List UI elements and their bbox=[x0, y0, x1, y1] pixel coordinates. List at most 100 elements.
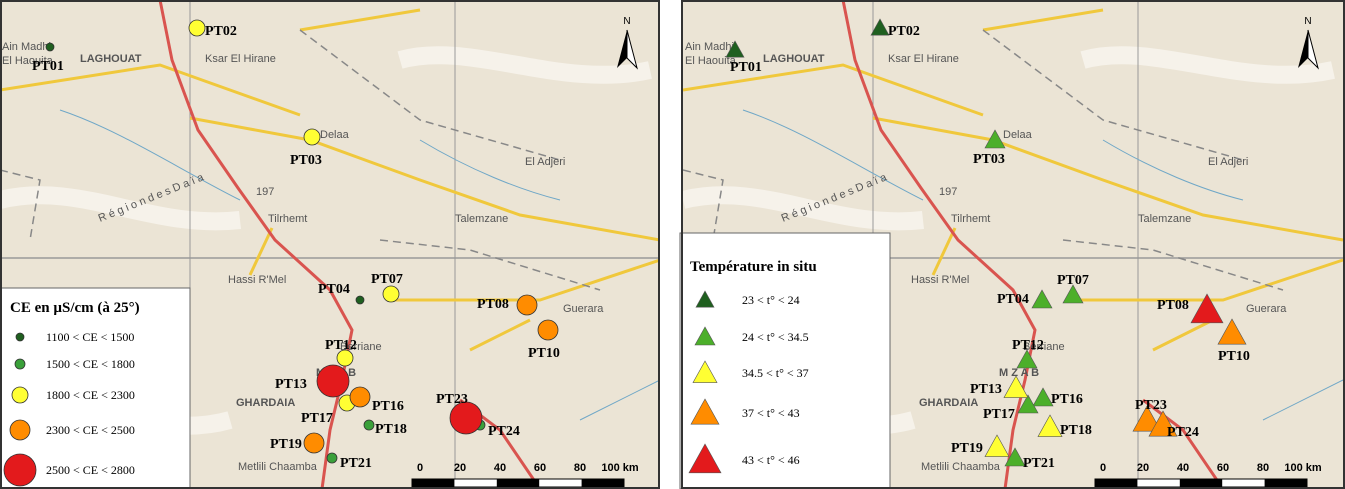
north-label: N bbox=[623, 16, 630, 27]
place-label: M Z A B bbox=[999, 367, 1039, 379]
scale-bar bbox=[1264, 479, 1307, 487]
sample-point bbox=[1031, 289, 1053, 309]
sample-point bbox=[188, 19, 206, 37]
point-label: PT16 bbox=[372, 399, 404, 414]
point-label: PT21 bbox=[1023, 456, 1055, 471]
legend-symbol bbox=[692, 360, 718, 383]
place-label: Ksar El Hirane bbox=[888, 53, 959, 65]
north-arrow bbox=[626, 29, 638, 70]
sample-point bbox=[1032, 387, 1054, 407]
place-label: Metlili Chaamba bbox=[921, 461, 1001, 473]
sample-point bbox=[1132, 405, 1162, 432]
sample-point bbox=[382, 285, 400, 303]
place-label: El Adjeri bbox=[525, 156, 565, 168]
legend-symbol bbox=[11, 386, 29, 404]
legend-symbol bbox=[15, 332, 25, 342]
point-label: PT01 bbox=[730, 60, 762, 75]
panel-frame bbox=[681, 0, 1345, 489]
place-label: Talemzane bbox=[455, 213, 508, 225]
point-label: PT03 bbox=[973, 152, 1005, 167]
scale-label: 0 bbox=[417, 462, 423, 474]
point-label: PT18 bbox=[375, 422, 407, 437]
legend-label: 37 < t° < 43 bbox=[742, 406, 800, 420]
point-label: PT10 bbox=[528, 346, 560, 361]
place-label: 197 bbox=[939, 186, 957, 198]
scale-bar bbox=[581, 479, 624, 487]
place-label: El Haouita bbox=[685, 55, 737, 67]
north-arrow bbox=[1307, 29, 1319, 70]
place-label: Delaa bbox=[1003, 129, 1033, 141]
legend-label: 1500 < CE < 1800 bbox=[46, 357, 135, 371]
place-label: Berriane bbox=[1023, 341, 1065, 353]
point-label: PT17 bbox=[983, 407, 1015, 422]
legend-label: 2300 < CE < 2500 bbox=[46, 423, 135, 437]
place-label: GHARDAIA bbox=[236, 397, 295, 409]
place-label: Metlili Chaamba bbox=[238, 461, 318, 473]
sample-point bbox=[303, 128, 321, 146]
legend-symbol bbox=[9, 419, 31, 441]
map-panel: LAGHOUAT Ksar El Hirane Ain Madhi El Haouit… bbox=[0, 0, 680, 489]
sample-point bbox=[1217, 318, 1247, 345]
sample-point bbox=[1190, 293, 1224, 324]
place-label: Guerara bbox=[563, 303, 604, 315]
place-label: Tilrhemt bbox=[268, 213, 307, 225]
legend-symbol bbox=[3, 453, 37, 487]
place-label: Delaa bbox=[320, 129, 350, 141]
sample-point bbox=[1004, 447, 1026, 467]
legend-label: 1100 < CE < 1500 bbox=[46, 330, 134, 344]
point-label: PT02 bbox=[888, 24, 920, 39]
place-label: LAGHOUAT bbox=[80, 53, 142, 65]
place-label: GHARDAIA bbox=[919, 397, 978, 409]
scale-label: 0 bbox=[1100, 462, 1106, 474]
point-label: PT12 bbox=[325, 338, 357, 353]
scale-label: 80 bbox=[574, 462, 586, 474]
sample-point bbox=[303, 432, 325, 454]
legend-title: CE en µS/cm (à 25°) bbox=[10, 300, 140, 316]
point-label: PT18 bbox=[1060, 423, 1092, 438]
sample-point bbox=[336, 349, 354, 367]
place-label: El Haouita bbox=[2, 55, 54, 67]
scale-label: 80 bbox=[1257, 462, 1269, 474]
place-label: 197 bbox=[256, 186, 274, 198]
legend-label: 43 < t° < 46 bbox=[742, 453, 800, 467]
legend-label: 23 < t° < 24 bbox=[742, 293, 800, 307]
point-label: PT23 bbox=[1135, 398, 1167, 413]
place-label: Ain Madhi bbox=[2, 41, 51, 53]
sample-point bbox=[363, 419, 375, 431]
sample-point bbox=[355, 295, 365, 305]
point-label: PT03 bbox=[290, 153, 322, 168]
legend-title: Température in situ bbox=[690, 259, 817, 275]
point-label: PT19 bbox=[270, 437, 302, 452]
place-label: Ain Madhi bbox=[685, 41, 734, 53]
sample-point bbox=[516, 294, 538, 316]
place-label: Tilrhemt bbox=[951, 213, 990, 225]
scale-label: 40 bbox=[494, 462, 506, 474]
sample-point bbox=[316, 364, 350, 398]
legend-box bbox=[679, 232, 891, 489]
place-label: Hassi R'Mel bbox=[911, 274, 969, 286]
scale-label: 20 bbox=[1137, 462, 1149, 474]
scale-label: 40 bbox=[1177, 462, 1189, 474]
point-label: PT10 bbox=[1218, 349, 1250, 364]
sample-point bbox=[45, 42, 55, 52]
scale-bar bbox=[1179, 479, 1223, 487]
north-arrow bbox=[617, 30, 627, 68]
legend-label: 2500 < CE < 2800 bbox=[46, 463, 135, 477]
point-label: PT13 bbox=[970, 382, 1002, 397]
point-label: PT17 bbox=[301, 411, 333, 426]
sample-point bbox=[725, 40, 745, 58]
panel-frame bbox=[0, 0, 660, 489]
point-label: PT07 bbox=[371, 272, 403, 287]
point-label: PT21 bbox=[340, 456, 372, 471]
place-label: Guerara bbox=[1246, 303, 1287, 315]
place-label: El Adjeri bbox=[1208, 156, 1248, 168]
place-label: Hassi R'Mel bbox=[228, 274, 286, 286]
scale-label: 60 bbox=[1217, 462, 1229, 474]
sample-point bbox=[326, 452, 338, 464]
north-label: N bbox=[1304, 16, 1311, 27]
legend-symbol bbox=[688, 443, 722, 474]
point-label: PT13 bbox=[275, 377, 307, 392]
scale-bar bbox=[496, 479, 540, 487]
north-arrow bbox=[1298, 30, 1308, 68]
